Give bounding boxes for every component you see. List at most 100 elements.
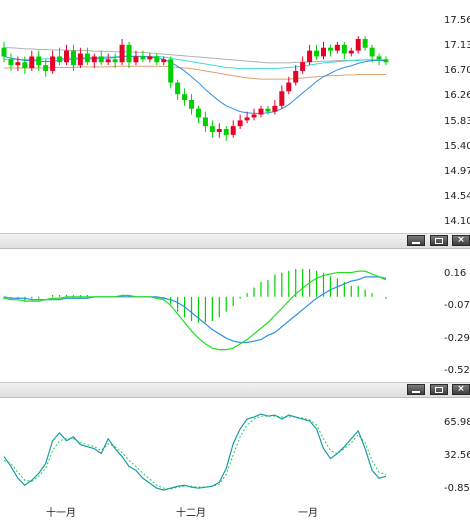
candle-up <box>286 82 292 92</box>
candle-up <box>133 56 139 63</box>
candle-up <box>105 59 111 63</box>
candle-down <box>369 47 375 57</box>
candle-down <box>22 62 28 69</box>
candle-up <box>50 56 56 71</box>
candle-up <box>258 108 264 115</box>
candle-down <box>223 129 229 135</box>
axis-tick-label: -0.52 <box>444 365 470 376</box>
kdj-d-line <box>3 415 387 490</box>
candle-down <box>175 82 181 95</box>
axis-tick-label: 65.98 <box>444 417 470 428</box>
maximize-button[interactable] <box>430 235 448 246</box>
x-label-nov: 十一月 <box>46 508 76 519</box>
candle-down <box>154 56 160 63</box>
candle-up <box>251 114 257 118</box>
axis-tick-label: -0.29 <box>444 332 470 344</box>
candle-down <box>195 108 201 118</box>
candle-down <box>84 53 90 63</box>
maximize-icon <box>435 386 443 393</box>
axis-tick-label: -0.07 <box>444 300 470 312</box>
x-label-dec: 十二月 <box>176 508 206 519</box>
candle-down <box>209 126 215 132</box>
candle-up <box>147 56 153 60</box>
candle-down <box>202 117 208 127</box>
minimize-button[interactable] <box>407 384 425 395</box>
minimize-button[interactable] <box>407 235 425 246</box>
candle-up <box>161 59 167 63</box>
candle-down <box>140 56 146 60</box>
candle-down <box>341 44 347 54</box>
candle-down <box>112 59 118 63</box>
candle-up <box>64 50 70 63</box>
axis-tick-label: 16.70 <box>444 65 470 77</box>
candle-up <box>300 62 306 71</box>
price-panel <box>0 0 470 233</box>
axis-tick-label: 32.56 <box>444 450 470 461</box>
candle-down <box>1 47 7 57</box>
candle-down <box>189 100 195 109</box>
candle-down <box>362 39 368 48</box>
axis-tick-label: 17.56 <box>444 15 470 26</box>
macd-dea-line <box>3 276 387 344</box>
candle-up <box>237 120 243 127</box>
candle-up <box>15 62 21 66</box>
ma-grey-line <box>4 47 386 64</box>
macd-panel <box>0 248 470 382</box>
kdj-panel <box>0 397 470 503</box>
ma-short-line <box>3 55 386 114</box>
candle-down <box>168 59 174 83</box>
close-icon: × <box>457 384 465 394</box>
candle-up <box>29 56 35 69</box>
axis-tick-label: 15.83 <box>444 115 470 127</box>
candle-down <box>182 94 188 101</box>
axis-tick-label: -0.85 <box>444 483 470 494</box>
axis-tick-label: 0.16 <box>444 268 467 279</box>
axis-tick-label: 14.54 <box>444 190 470 202</box>
axis-tick-label: 16.26 <box>444 90 470 102</box>
close-button[interactable]: × <box>452 384 470 395</box>
panel-divider-1[interactable]: × <box>0 233 470 249</box>
axis-tick-label: 14.97 <box>444 165 470 177</box>
candle-down <box>36 56 42 66</box>
candle-down <box>57 56 63 63</box>
close-button[interactable]: × <box>452 235 470 246</box>
candle-down <box>8 59 14 66</box>
candle-up <box>355 39 361 51</box>
candle-up <box>216 129 222 132</box>
candle-up <box>307 50 313 63</box>
candlestick-chart <box>1 36 389 141</box>
candle-down <box>327 47 333 51</box>
kdj-chart <box>3 413 387 491</box>
candle-up <box>91 56 97 63</box>
candle-up <box>279 91 285 106</box>
candle-up <box>230 126 236 135</box>
panel-divider-2[interactable]: × <box>0 382 470 398</box>
candle-down <box>43 65 49 71</box>
candle-up <box>77 53 83 66</box>
candle-down <box>383 59 389 63</box>
candle-up <box>293 70 299 83</box>
candle-up <box>348 50 354 54</box>
candle-up <box>244 117 250 121</box>
candle-up <box>119 44 125 63</box>
candle-down <box>376 56 382 60</box>
macd-dif-line <box>3 270 387 351</box>
maximize-icon <box>435 237 443 244</box>
candle-down <box>126 44 132 63</box>
candle-up <box>334 44 340 51</box>
candle-down <box>70 50 76 66</box>
macd-chart <box>3 269 387 351</box>
candle-down <box>314 50 320 57</box>
axis-tick-label: 17.13 <box>444 40 470 52</box>
kdj-k-line <box>3 413 387 491</box>
axis-tick-label: 14.10 <box>444 216 470 227</box>
ma-long-line <box>4 65 386 80</box>
minimize-icon <box>412 391 420 393</box>
close-icon: × <box>457 235 465 245</box>
candle-up <box>272 105 278 112</box>
candle-down <box>265 108 271 112</box>
minimize-icon <box>412 242 420 244</box>
x-label-jan: 一月 <box>298 508 318 519</box>
maximize-button[interactable] <box>430 384 448 395</box>
candle-up <box>320 47 326 57</box>
